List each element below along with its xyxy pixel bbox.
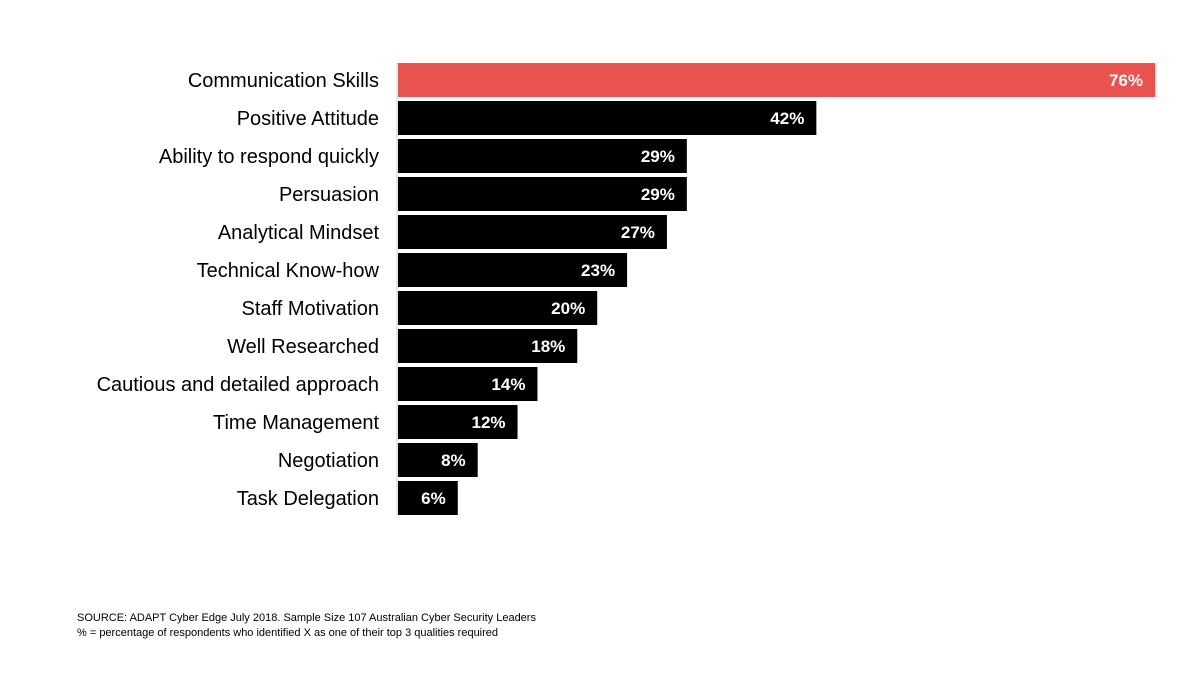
category-label: Negotiation xyxy=(278,450,379,472)
data-label: 23% xyxy=(581,261,615,280)
data-label: 29% xyxy=(641,147,675,166)
bar xyxy=(398,177,687,211)
bar xyxy=(398,405,518,439)
bar xyxy=(398,63,1155,97)
bar-chart: Communication Skills 76% Positive Attitude… xyxy=(97,63,1155,515)
bar xyxy=(398,253,628,287)
bar xyxy=(398,139,687,173)
data-label: 20% xyxy=(551,299,585,318)
data-label: 42% xyxy=(770,109,804,128)
data-label: 27% xyxy=(621,223,655,242)
bar xyxy=(398,481,458,515)
category-label: Ability to respond quickly xyxy=(159,146,379,168)
bar xyxy=(398,291,598,325)
category-label: Cautious and detailed approach xyxy=(97,374,379,396)
category-label: Analytical Mindset xyxy=(218,222,380,244)
data-label: 14% xyxy=(491,375,525,394)
category-label: Persuasion xyxy=(279,184,379,206)
source-line: SOURCE: ADAPT Cyber Edge July 2018. Samp… xyxy=(77,612,536,624)
bar xyxy=(398,367,538,401)
data-label: 12% xyxy=(471,413,505,432)
data-label: 76% xyxy=(1109,71,1143,90)
category-label: Staff Motivation xyxy=(242,298,379,320)
category-label: Communication Skills xyxy=(188,70,379,92)
definition-line: % = percentage of respondents who identi… xyxy=(77,627,499,639)
category-label: Task Delegation xyxy=(237,488,379,510)
category-label: Technical Know-how xyxy=(197,260,380,282)
bar xyxy=(398,329,578,363)
category-label: Positive Attitude xyxy=(237,108,379,130)
bar xyxy=(398,101,817,135)
bar xyxy=(398,443,478,477)
data-label: 29% xyxy=(641,185,675,204)
category-label: Time Management xyxy=(213,412,379,434)
category-label: Well Researched xyxy=(227,336,379,358)
data-label: 6% xyxy=(421,489,446,508)
data-label: 18% xyxy=(531,337,565,356)
bar xyxy=(398,215,667,249)
source-note: SOURCE: ADAPT Cyber Edge July 2018. Samp… xyxy=(77,611,536,641)
data-label: 8% xyxy=(441,451,466,470)
